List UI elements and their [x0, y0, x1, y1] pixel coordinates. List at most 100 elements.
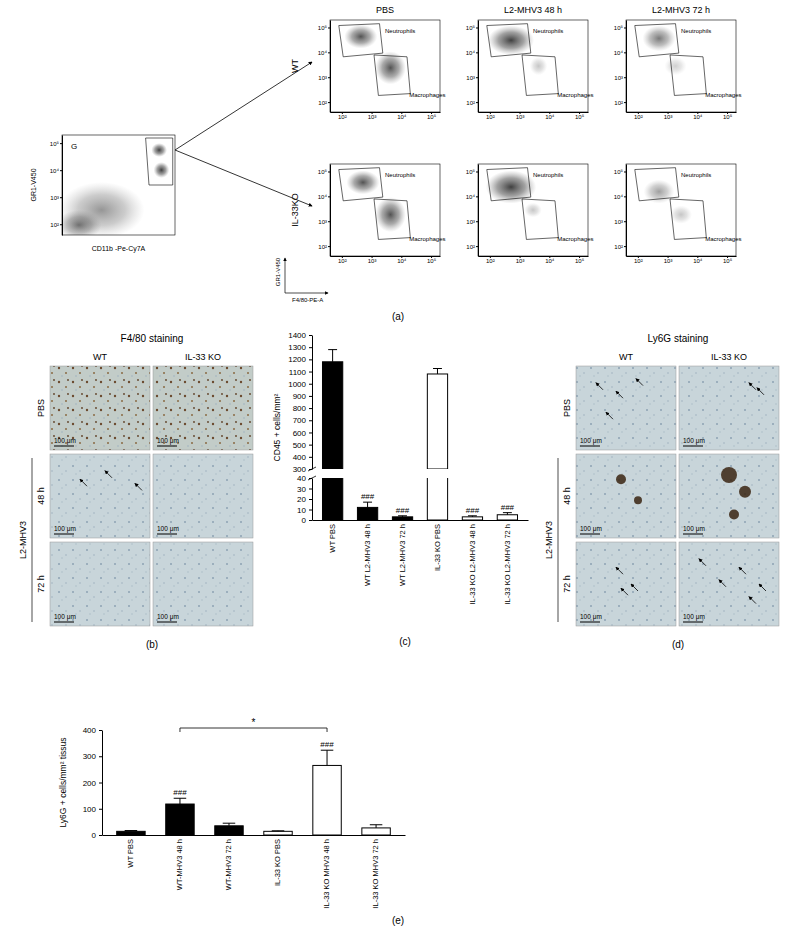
micrograph [50, 454, 150, 538]
tick: IL-33 KO L2-MHV3 48 h [468, 520, 477, 604]
axis: 10²10³10⁴10⁵ [466, 21, 479, 113]
event-cloud [151, 143, 167, 157]
tick-label: 10³ [466, 219, 475, 225]
tick-label: 10³ [614, 75, 623, 81]
tick: 1400 [288, 331, 312, 340]
error-cap [125, 830, 138, 831]
tick-label: IL-33 KO MHV3 48 h [322, 839, 331, 909]
tick-label: 10⁵ [427, 258, 437, 264]
row-title: WT [290, 59, 300, 73]
tick-label: 10³ [318, 75, 327, 81]
tick-label: IL-33 KO PBS [273, 839, 282, 886]
tick-label: 10⁵ [466, 169, 476, 175]
micrograph [576, 542, 676, 626]
scale-label: 100 μm [54, 525, 76, 533]
tick: 10² [50, 222, 62, 228]
tick-label: 10⁵ [614, 169, 624, 175]
scale-label: 100 μm [54, 613, 76, 621]
tick: 10⁵ [318, 169, 330, 175]
scale-bar [580, 446, 600, 447]
scale-label: 100 μm [580, 613, 602, 621]
gate [670, 199, 706, 239]
tick-label: 10⁵ [723, 114, 733, 120]
axis-line [479, 256, 589, 257]
tick-mark [309, 510, 312, 511]
tick-mark [309, 335, 312, 336]
axis-line [331, 256, 441, 257]
event-cloud [375, 197, 406, 232]
tick-label: 10³ [516, 114, 525, 120]
error-bar [328, 350, 337, 362]
error-bar [398, 516, 407, 517]
error-cap [174, 798, 187, 799]
tick: 10² [318, 100, 330, 106]
tick: WT PBS [126, 835, 135, 868]
tick-mark [309, 396, 312, 397]
tick-label: 30 [297, 485, 306, 494]
tick-label: 10⁵ [575, 258, 585, 264]
flow-plot: NeutrophilsMacrophages10²10³10⁴10⁵10²10³… [466, 20, 594, 120]
tick-mark [328, 27, 330, 28]
image-arrow [606, 412, 613, 419]
tick-label: WT PBS [328, 524, 337, 553]
image-arrow [616, 391, 623, 398]
scale-label: 100 μm [683, 437, 705, 445]
tick: 10⁵ [427, 112, 437, 120]
tick-mark [328, 102, 330, 103]
panel-label: (e) [392, 915, 404, 926]
tick: 10⁵ [575, 112, 585, 120]
bar [497, 469, 517, 470]
image-arrow [596, 383, 603, 390]
flow-plot: 10²10³10⁴10⁵GGR1-V450CD11b -Pe-Cy7A [30, 135, 175, 253]
tick: 10⁴ [693, 256, 703, 264]
scale-bar [157, 622, 177, 623]
tick-mark [60, 143, 62, 144]
error-cap [328, 349, 337, 350]
tick-label: 0 [92, 831, 97, 840]
bar [392, 517, 412, 520]
column-title: L2-MHV3 72 h [652, 5, 710, 15]
tick: 10³ [664, 112, 673, 120]
gate [339, 24, 383, 57]
tick-label: 10³ [368, 258, 377, 264]
tick-label: 10⁵ [318, 25, 328, 31]
panel-label: (b) [146, 639, 158, 650]
tick: 600 [293, 429, 312, 438]
column-title: PBS [376, 5, 394, 15]
tick: 10⁴ [545, 256, 555, 264]
tick: 10³ [318, 75, 330, 81]
tick-mark [476, 102, 478, 103]
tick: 10⁴ [50, 168, 62, 174]
tick: 0 [92, 831, 102, 840]
error-line [332, 350, 333, 362]
error-line [437, 369, 438, 374]
error-cap [468, 515, 477, 516]
axis: 10²10³10⁴10⁵ [614, 165, 627, 257]
axis-title: CD11b -Pe-Cy7A [92, 245, 146, 253]
tick-mark [328, 221, 330, 222]
tick-mark [60, 197, 62, 198]
axis-line [478, 21, 479, 113]
tick-label: WT PBS [126, 839, 135, 868]
image-arrow [719, 580, 726, 587]
axis: 10²10³10⁴10⁵ [331, 112, 441, 120]
tick-label: 10³ [614, 219, 623, 225]
tick-mark [476, 171, 478, 172]
micrograph [153, 366, 253, 450]
event-cloud [344, 25, 377, 49]
tick-mark [476, 246, 478, 247]
image-arrow [699, 559, 706, 566]
scale-bar [683, 534, 703, 535]
tick-label: 1000 [288, 380, 306, 389]
tick-label: 10³ [664, 114, 673, 120]
significance-label: ### [501, 503, 515, 512]
tick-mark [476, 77, 478, 78]
axis: 10²10³10⁴10⁵ [331, 256, 441, 264]
tick-label: IL-33 KO L2-MHV3 48 h [468, 524, 477, 604]
image-arrow [749, 597, 756, 604]
tick-label: 10² [486, 258, 495, 264]
stain-blob [739, 486, 751, 498]
image-arrow [616, 567, 623, 574]
gate-arrow [175, 62, 312, 150]
tick-label: 10² [466, 100, 475, 106]
